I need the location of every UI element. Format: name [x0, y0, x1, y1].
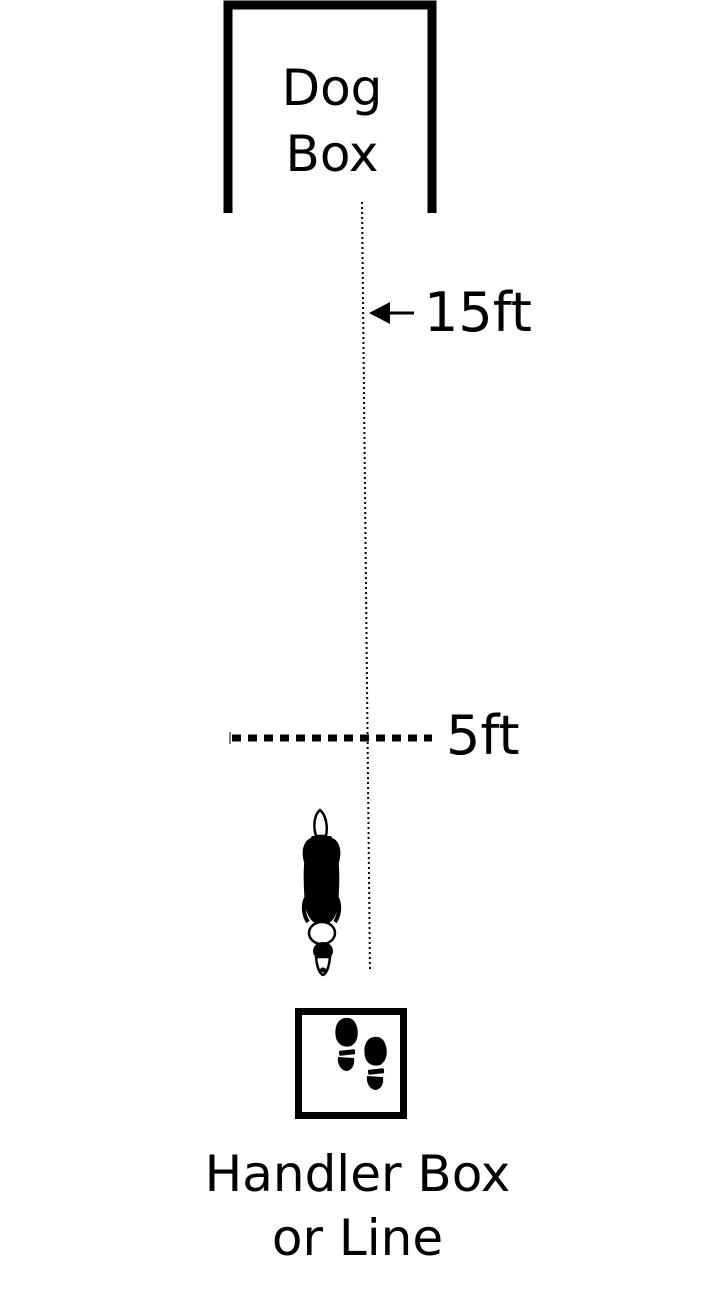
label-15ft: 15ft: [424, 281, 532, 344]
dog-box-label-line1: Dog: [281, 59, 383, 117]
handler-box-label-line2: or Line: [271, 1209, 444, 1267]
dog-box-label-line2: Box: [285, 125, 379, 183]
dog-top-view-icon: [301, 808, 342, 977]
arrow-15ft-icon: [369, 302, 414, 324]
label-5ft: 5ft: [446, 704, 520, 767]
handler-box: [295, 1008, 407, 1119]
footprints-icon: [335, 1017, 387, 1090]
handler-box-label-line1: Handler Box: [204, 1145, 511, 1203]
dog-box-outline: [223, 0, 437, 213]
center-line: [361, 201, 371, 973]
